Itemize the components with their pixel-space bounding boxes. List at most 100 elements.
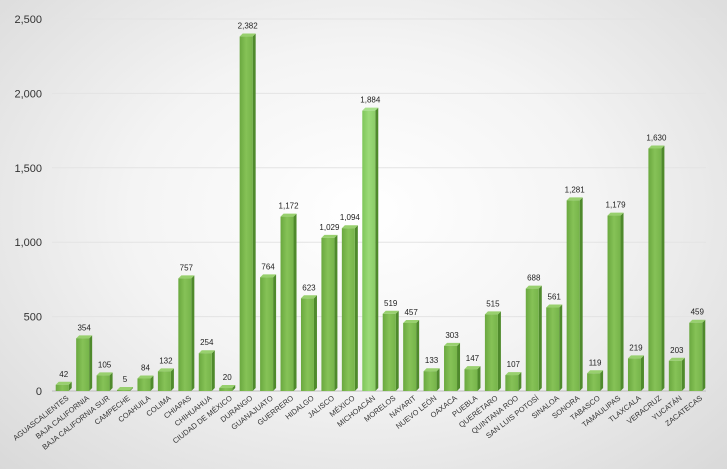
bar-top bbox=[157, 368, 174, 372]
bar-top bbox=[505, 372, 522, 376]
bar-side bbox=[661, 145, 665, 391]
bar bbox=[403, 319, 420, 391]
bar-side bbox=[640, 355, 644, 391]
bar-top bbox=[280, 213, 297, 217]
bar-front bbox=[627, 358, 641, 391]
bar bbox=[627, 355, 644, 391]
bar-value-label: 119 bbox=[589, 358, 602, 367]
bar-top bbox=[464, 366, 481, 370]
bar-value-label: 623 bbox=[302, 283, 316, 292]
bar-top bbox=[239, 33, 256, 37]
bar-value-label: 757 bbox=[180, 263, 194, 272]
bar bbox=[137, 375, 154, 391]
bar-top bbox=[648, 145, 665, 149]
bar-top bbox=[300, 295, 317, 299]
bar-side bbox=[518, 372, 522, 391]
bar-top bbox=[444, 342, 461, 346]
bar-value-label: 303 bbox=[445, 331, 459, 340]
bar-top bbox=[423, 368, 440, 372]
bar-value-label: 1,179 bbox=[606, 201, 627, 210]
bar-value-label: 254 bbox=[200, 338, 214, 347]
bar bbox=[607, 212, 624, 391]
bar-top bbox=[76, 335, 93, 339]
bar-value-label: 107 bbox=[507, 360, 521, 369]
bar-front bbox=[55, 384, 69, 391]
bar bbox=[689, 319, 706, 391]
bar-side bbox=[497, 311, 501, 391]
bar-value-label: 147 bbox=[466, 354, 480, 363]
bar-side bbox=[150, 375, 154, 391]
bar bbox=[648, 145, 665, 391]
bar-front bbox=[117, 390, 131, 391]
bar bbox=[96, 372, 113, 391]
bar-side bbox=[211, 350, 215, 391]
bar-value-label: 132 bbox=[159, 356, 173, 365]
bar-top bbox=[382, 310, 399, 314]
bar-side bbox=[68, 381, 72, 391]
bar-value-label: 519 bbox=[384, 299, 398, 308]
bar-front bbox=[260, 277, 274, 391]
bar-top bbox=[546, 304, 563, 308]
bars bbox=[55, 33, 706, 391]
bar-front bbox=[668, 360, 682, 391]
bar-top bbox=[96, 372, 113, 376]
bar-value-label: 84 bbox=[141, 364, 150, 373]
bar bbox=[178, 275, 195, 391]
bar-top bbox=[668, 357, 685, 361]
bar bbox=[76, 335, 93, 391]
bar-top bbox=[403, 319, 420, 323]
bar-value-label: 1,029 bbox=[319, 223, 340, 232]
bar-value-label: 5 bbox=[123, 375, 128, 384]
bar-front bbox=[444, 345, 458, 391]
bar bbox=[668, 357, 685, 391]
bar-side bbox=[477, 366, 481, 391]
bar-value-label: 1,630 bbox=[646, 133, 667, 142]
bar-front bbox=[689, 322, 703, 391]
bar-top bbox=[260, 274, 277, 278]
bar-side bbox=[620, 212, 624, 391]
bar-front bbox=[382, 313, 396, 391]
bar bbox=[219, 385, 236, 391]
bar bbox=[157, 368, 174, 391]
bar-side bbox=[273, 274, 277, 391]
y-axis: 0 500 1,000 1,500 2,000 2,500 bbox=[14, 14, 42, 398]
bar-front bbox=[157, 371, 171, 391]
bar-value-label: 1,172 bbox=[279, 202, 300, 211]
bar-front bbox=[484, 314, 498, 391]
bar bbox=[55, 381, 72, 391]
bar-side bbox=[313, 295, 317, 391]
bar bbox=[321, 234, 338, 391]
bar-value-label: 42 bbox=[59, 370, 68, 379]
bar-front bbox=[96, 375, 110, 391]
bar-side bbox=[293, 213, 297, 391]
bar-front bbox=[321, 237, 335, 391]
y-tick-label: 500 bbox=[24, 312, 42, 324]
bar-top bbox=[219, 385, 236, 389]
bar-top bbox=[55, 381, 72, 385]
bar bbox=[423, 368, 440, 391]
y-tick-label: 1,500 bbox=[14, 163, 42, 175]
bar-side bbox=[109, 372, 113, 391]
bar-front bbox=[607, 215, 621, 391]
bar-value-label: 515 bbox=[486, 299, 500, 308]
bar bbox=[239, 33, 256, 391]
bar bbox=[280, 213, 297, 391]
bar-front bbox=[648, 148, 662, 391]
bar-top bbox=[341, 225, 358, 229]
bar bbox=[341, 225, 358, 391]
bar-top bbox=[484, 311, 501, 315]
bar-value-label: 219 bbox=[629, 343, 643, 352]
bar-value-label: 1,094 bbox=[340, 213, 361, 222]
bar-front bbox=[76, 338, 90, 391]
bar-side bbox=[538, 285, 542, 391]
bar bbox=[587, 370, 604, 391]
bar bbox=[484, 311, 501, 391]
bar-value-label: 2,382 bbox=[238, 22, 259, 31]
bar bbox=[566, 197, 583, 391]
bar-value-label: 1,884 bbox=[360, 96, 381, 105]
bar bbox=[260, 274, 277, 391]
bar-side bbox=[416, 319, 420, 391]
bar-front bbox=[403, 322, 417, 391]
bar-side bbox=[559, 304, 563, 391]
